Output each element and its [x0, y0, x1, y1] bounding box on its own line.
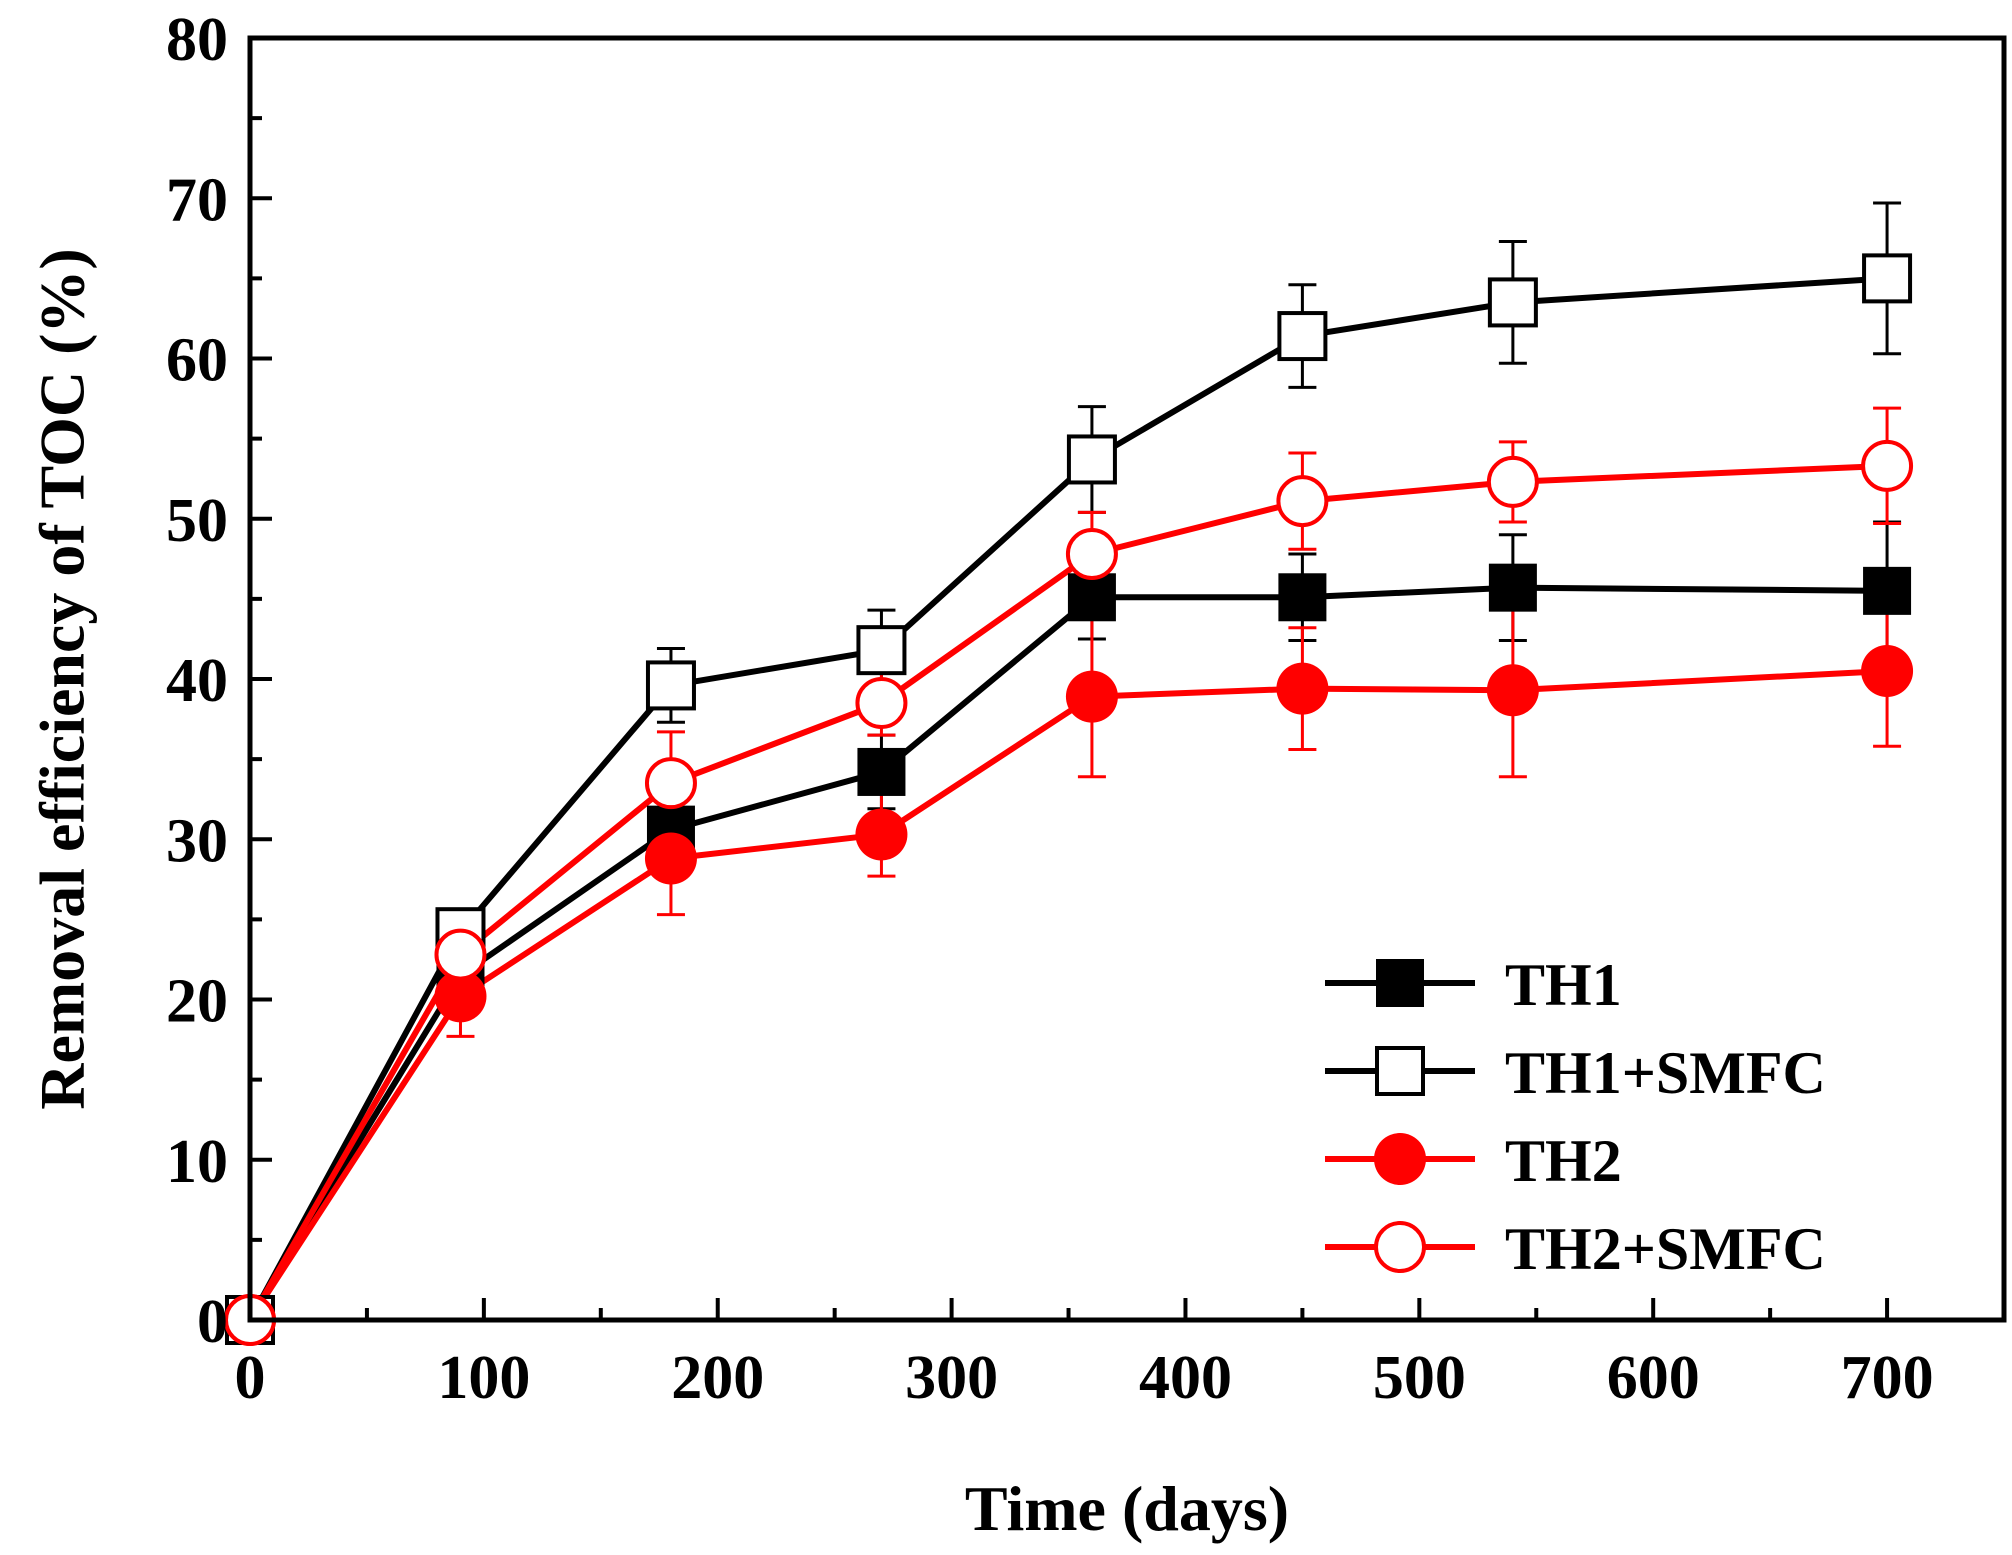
- y-tick-label: 80: [166, 6, 228, 74]
- th1-smfc-point: [1862, 253, 1913, 304]
- th1-smfc-line: [247, 275, 1888, 1322]
- legend-label-th1: TH1: [1505, 952, 1622, 1018]
- legend-label-th2: TH2: [1505, 1128, 1622, 1194]
- x-tick-label: 600: [1607, 1344, 1700, 1412]
- th2-point: [855, 808, 908, 861]
- th2-point: [434, 970, 487, 1023]
- th2-smfc-point: [1065, 528, 1118, 581]
- th1-smfc-point: [856, 625, 907, 676]
- series-lines: [247, 275, 1888, 1322]
- th1-point: [1067, 573, 1116, 622]
- th2-line: [247, 667, 1888, 1322]
- legend-label-th1-smfc: TH1+SMFC: [1505, 1040, 1826, 1106]
- y-tick-label: 10: [166, 1128, 228, 1196]
- th1-point: [1488, 563, 1537, 612]
- x-tick-label: 400: [1139, 1344, 1232, 1412]
- th1-point: [1278, 573, 1327, 622]
- x-tick-label: 500: [1373, 1344, 1466, 1412]
- th2-smfc-point: [434, 928, 487, 981]
- x-tick-label: 100: [437, 1344, 530, 1412]
- y-tick-label: 20: [166, 968, 228, 1036]
- th1-smfc-point: [1487, 277, 1538, 328]
- y-tick-label: 40: [166, 647, 228, 715]
- error-bars: [446, 201, 1902, 1038]
- th1-smfc-point: [645, 660, 696, 711]
- legend-marker-th2-smfc: [1374, 1221, 1426, 1273]
- th1-point: [857, 747, 906, 796]
- y-axis-title: Removal efficiency of TOC (%): [27, 248, 98, 1109]
- tick-labels: 0 100 200 300 400 500 600 700 0 10 20 30 40 50 60 70 80: [166, 6, 1934, 1412]
- th2-point: [1276, 662, 1329, 715]
- th1-smfc-point: [1066, 434, 1117, 485]
- x-tick-label: 300: [905, 1344, 998, 1412]
- axis-ticks: [248, 36, 2006, 1322]
- th1-line: [247, 584, 1888, 1322]
- x-tick-label: 0: [235, 1344, 266, 1412]
- x-tick-label: 700: [1841, 1344, 1934, 1412]
- th2-point: [644, 832, 697, 885]
- y-tick-label: 50: [166, 487, 228, 555]
- legend-marker-th1: [1376, 959, 1424, 1007]
- x-axis-title: Time (days): [965, 1473, 1289, 1544]
- th2-smfc-point: [855, 677, 908, 730]
- y-tick-label: 0: [197, 1288, 228, 1356]
- th1-point: [1863, 566, 1912, 615]
- y-tick-label: 30: [166, 807, 228, 875]
- th1-smfc-point: [1277, 311, 1328, 362]
- y-tick-label: 70: [166, 166, 228, 234]
- th2-smfc-point: [644, 757, 697, 810]
- th2-smfc-line: [247, 462, 1888, 1322]
- th2-smfc-point: [1861, 439, 1914, 492]
- y-tick-label: 60: [166, 327, 228, 395]
- th2-point: [1065, 670, 1118, 723]
- legend: TH1 TH1+SMFC TH2 TH2+SMFC: [1325, 952, 1826, 1282]
- th2-point: [1486, 664, 1539, 717]
- legend-label-th2-smfc: TH2+SMFC: [1505, 1216, 1826, 1282]
- x-tick-label: 200: [671, 1344, 764, 1412]
- th2-smfc-point: [1276, 475, 1329, 528]
- th2-point: [1861, 644, 1914, 697]
- data-markers: [224, 253, 1914, 1346]
- legend-marker-th1-smfc: [1375, 1046, 1425, 1096]
- legend-marker-th2: [1374, 1133, 1426, 1185]
- th2-smfc-point: [1486, 455, 1539, 508]
